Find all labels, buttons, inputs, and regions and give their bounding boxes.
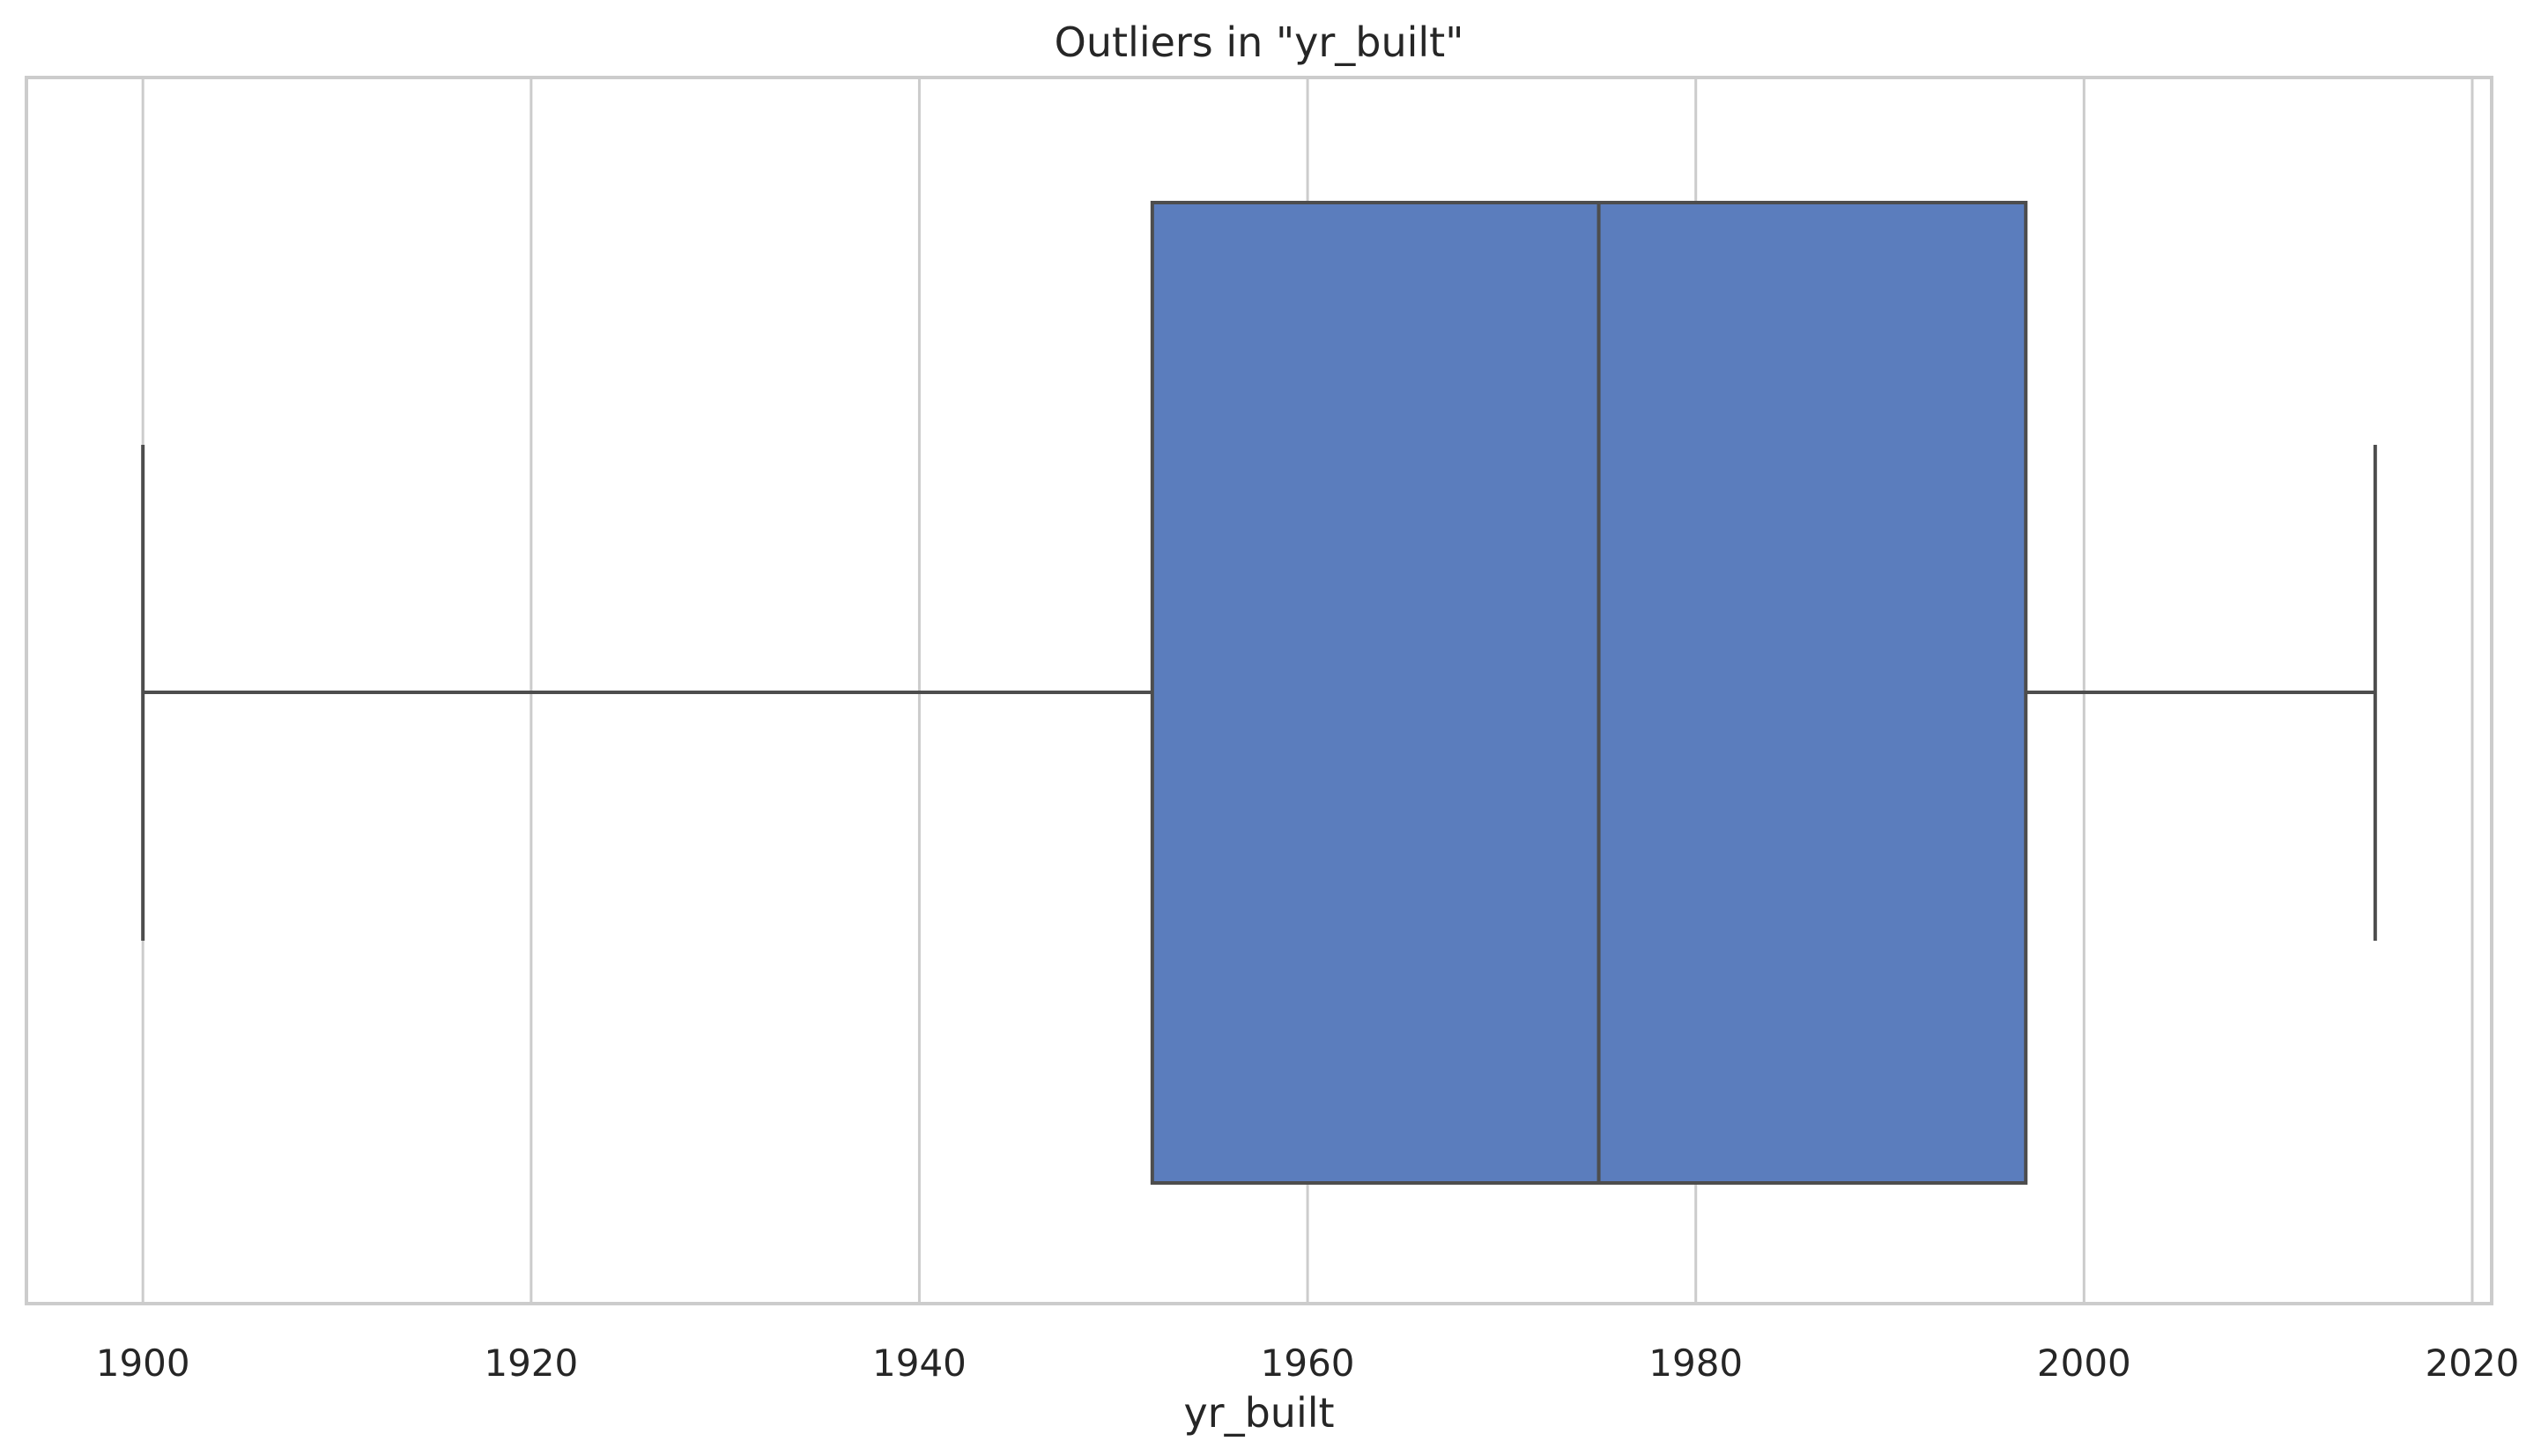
x-tick-labels: 1900 1920 1940 1960 1980 2000 2020 xyxy=(96,1341,2520,1385)
x-tick-label-1900: 1900 xyxy=(96,1341,190,1385)
iqr-box xyxy=(1150,201,2028,1185)
plot-frame xyxy=(25,76,2493,1305)
box-layer xyxy=(141,201,2377,1185)
chart-title: Outliers in "yr_built" xyxy=(1055,18,1464,66)
x-tick-label-2000: 2000 xyxy=(2037,1341,2131,1385)
x-tick-label-1940: 1940 xyxy=(872,1341,967,1385)
x-tick-label-1960: 1960 xyxy=(1261,1341,1355,1385)
x-tick-label-1980: 1980 xyxy=(1648,1341,1743,1385)
x-tick-label-1920: 1920 xyxy=(484,1341,578,1385)
x-tick-label-2020: 2020 xyxy=(2426,1341,2520,1385)
x-axis-title: yr_built xyxy=(1183,1389,1334,1437)
